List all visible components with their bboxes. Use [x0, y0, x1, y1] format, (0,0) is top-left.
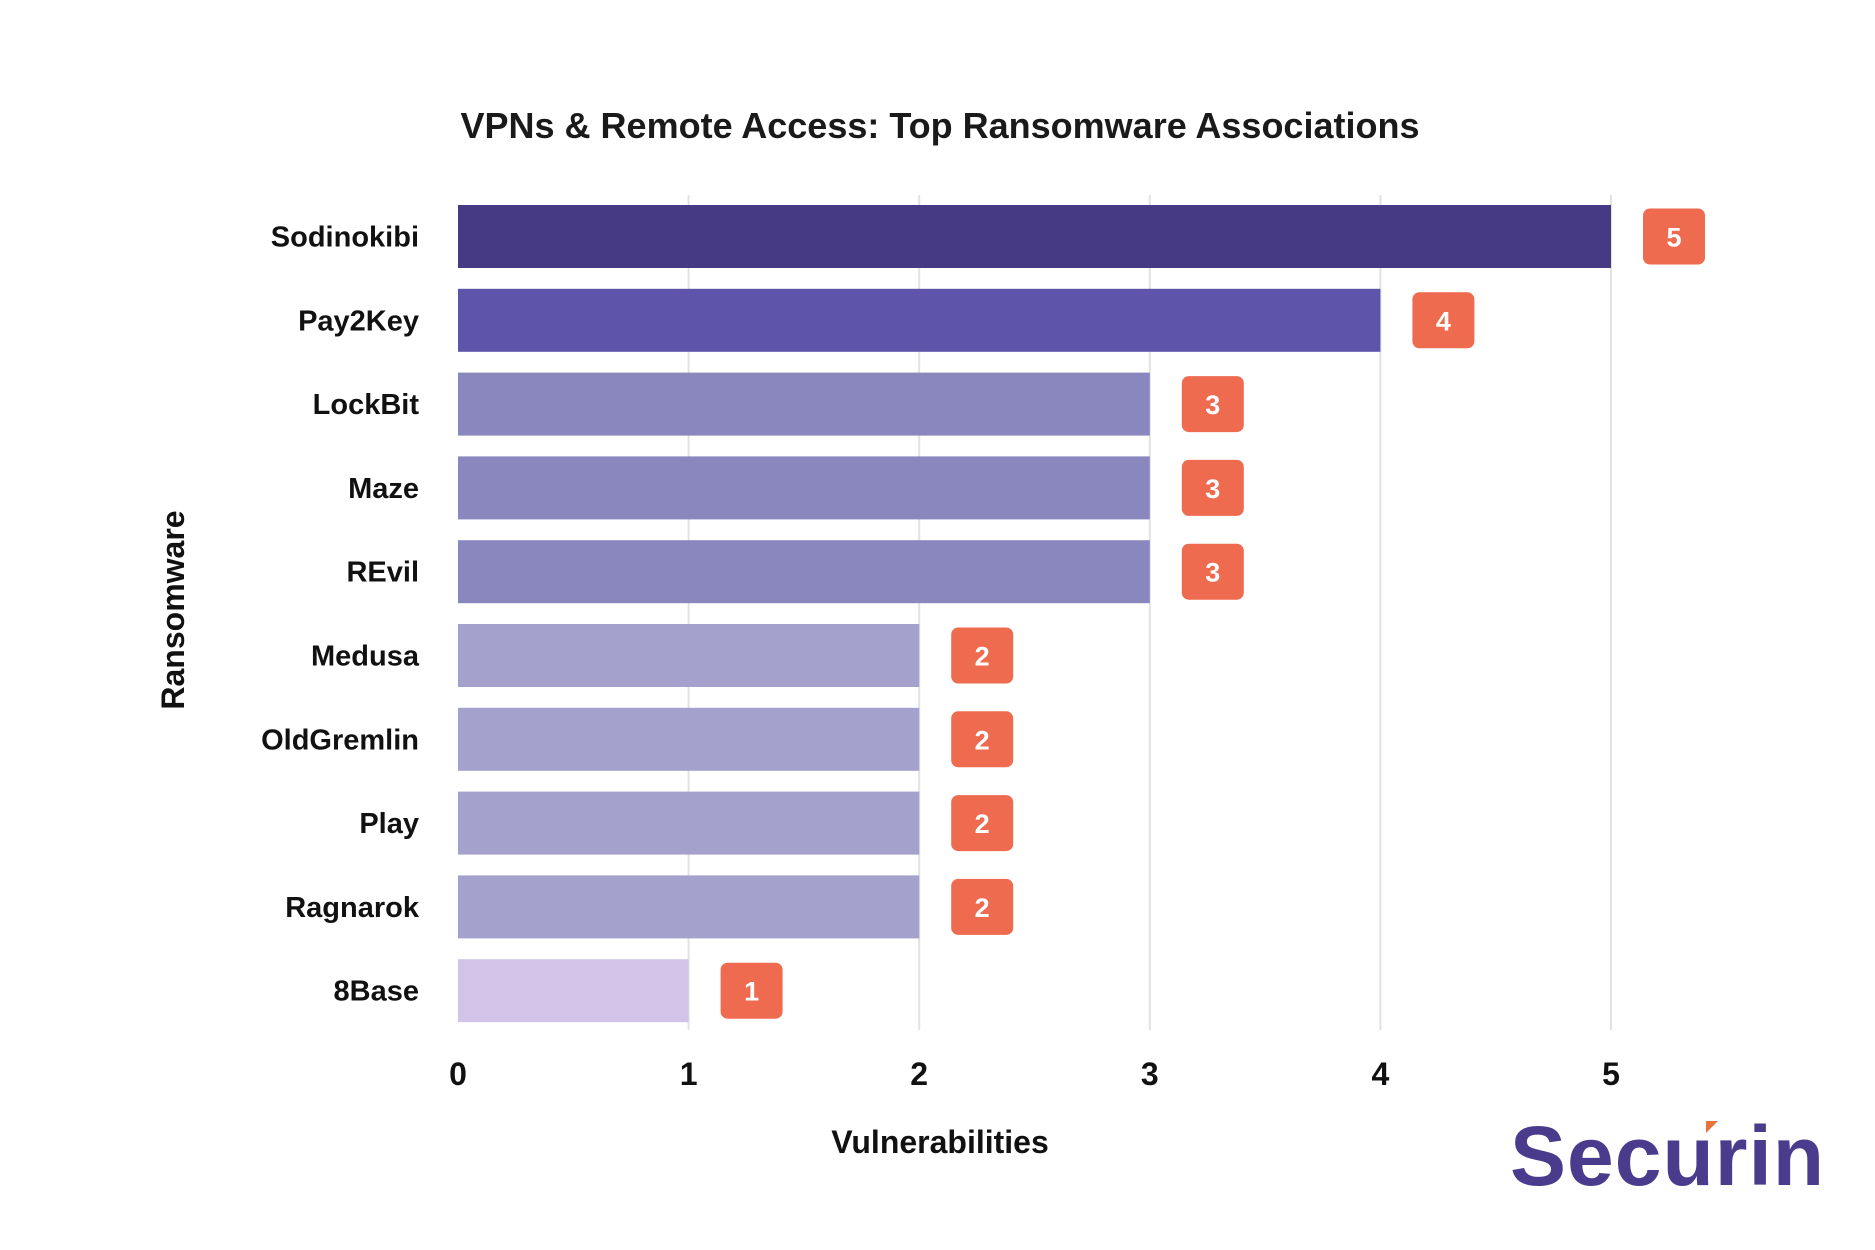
value-badge-8base: [720, 962, 783, 1019]
value-badge-sodinokibi: [1643, 208, 1705, 265]
bar-8base: [458, 959, 689, 1023]
value-badge-oldgremlin: [951, 711, 1014, 768]
category-label-lockbit: LockBit: [313, 389, 420, 421]
x-tick-4: 4: [1372, 1056, 1390, 1092]
x-tick-labels: 0 1 2 3 4 5: [449, 1056, 1620, 1092]
bar-lockbit: [458, 372, 1150, 436]
value-badge-play: [951, 795, 1014, 852]
bar-sodinokibi: [458, 205, 1611, 268]
x-tick-2: 2: [910, 1056, 928, 1092]
bars: [458, 205, 1611, 1023]
x-tick-0: 0: [449, 1056, 467, 1092]
category-label-revil: REvil: [346, 557, 419, 589]
value-label-medusa: 2: [975, 642, 990, 672]
value-label-oldgremlin: 2: [975, 725, 990, 755]
value-labels: 5 4 3 3 3 2 2 2 2 1: [720, 208, 1705, 1019]
category-label-maze: Maze: [348, 473, 419, 505]
bar-maze: [458, 456, 1150, 520]
value-badge-medusa: [951, 627, 1014, 684]
bar-medusa: [458, 624, 920, 687]
value-label-maze: 3: [1205, 474, 1220, 504]
category-label-play: Play: [359, 808, 419, 840]
category-label-8base: 8Base: [334, 976, 419, 1008]
x-tick-5: 5: [1602, 1056, 1620, 1092]
value-label-play: 2: [975, 809, 990, 839]
value-badge-revil: [1181, 543, 1244, 600]
securin-logo: Securin: [1510, 1109, 1825, 1203]
securin-logo-text: Securin: [1510, 1109, 1825, 1203]
value-label-pay2key: 4: [1436, 306, 1451, 336]
category-label-sodinokibi: Sodinokibi: [271, 222, 419, 254]
x-axis-label: Vulnerabilities: [831, 1124, 1049, 1160]
value-label-8base: 1: [744, 977, 759, 1007]
value-badge-lockbit: [1181, 376, 1244, 433]
value-badge-pay2key: [1412, 292, 1475, 349]
value-label-revil: 3: [1205, 558, 1220, 588]
chart-title: VPNs & Remote Access: Top Ransomware Ass…: [461, 105, 1420, 146]
bar-play: [458, 791, 920, 855]
bar-pay2key: [458, 288, 1381, 352]
x-tick-1: 1: [680, 1056, 698, 1092]
y-axis-label: Ransomware: [155, 510, 191, 709]
logo-accent-mark: [1706, 1121, 1718, 1133]
bar-ragnarok: [458, 875, 920, 939]
value-label-sodinokibi: 5: [1666, 223, 1681, 253]
value-badge-maze: [1181, 459, 1244, 516]
value-label-lockbit: 3: [1205, 390, 1220, 420]
category-label-pay2key: Pay2Key: [298, 305, 419, 337]
category-label-oldgremlin: OldGremlin: [261, 724, 419, 756]
category-label-ragnarok: Ragnarok: [285, 892, 420, 924]
value-badge-ragnarok: [951, 878, 1014, 935]
bar-revil: [458, 540, 1150, 604]
bar-oldgremlin: [458, 707, 920, 771]
x-tick-3: 3: [1141, 1056, 1159, 1092]
category-labels: Sodinokibi Pay2Key LockBit Maze REvil Medusa O…: [261, 222, 420, 1008]
value-label-ragnarok: 2: [975, 893, 990, 923]
category-label-medusa: Medusa: [311, 641, 420, 673]
